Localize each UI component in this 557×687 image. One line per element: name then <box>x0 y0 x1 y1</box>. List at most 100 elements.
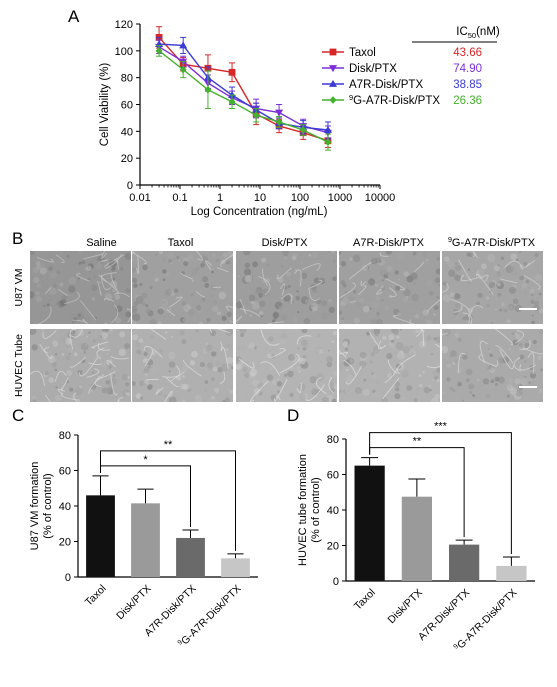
ic50-value-taxol: 43.66 <box>453 47 482 59</box>
panel-b-column-label-saline: Saline <box>86 237 117 249</box>
c-x-tick-label-taxol: Taxol <box>83 583 109 609</box>
data-point-a7r-disk-ptx <box>228 91 237 99</box>
panel-b-column-label-disk-ptx: Disk/PTX <box>262 237 309 249</box>
d-x-tick-label-disk-ptx: Disk/PTX <box>386 587 425 626</box>
c-y-tick-label: 60 <box>59 466 71 478</box>
panel-b-column-label-taxol: Taxol <box>168 237 194 249</box>
panel-b-column-label-a7r-disk-ptx: A7R-Disk/PTX <box>353 237 425 249</box>
panel-letter-b: B <box>12 229 23 248</box>
panel-a-legend: IC50(nM) Taxol 43.66 Disk/PTX 74.90 A7R-Disk/… <box>322 26 500 107</box>
c-y-tick-label: 0 <box>65 572 71 584</box>
scale-bar <box>519 386 537 388</box>
micrograph-huvec-tube-taxol <box>132 329 233 402</box>
panel-b-row-label-huvec-tube: HUVEC Tube <box>13 334 25 397</box>
d-y-tick-label: 20 <box>327 541 339 553</box>
c-bar-9g-a7r-disk-ptx <box>221 558 250 577</box>
legend-label-a7r-disk-ptx: A7R-Disk/PTX <box>349 79 423 91</box>
legend-marker-9g-a7r-disk-ptx <box>329 96 337 104</box>
data-point-9g-a7r-disk-ptx <box>204 85 212 94</box>
a-y-tick-label: 100 <box>115 46 133 58</box>
panel-d-bar-chart: 0 20 40 60 80 HUVEC tube formation(% of contr… <box>297 421 535 651</box>
a-y-tick-label: 60 <box>121 100 133 112</box>
d-x-tick-label-taxol: Taxol <box>352 587 378 613</box>
c-y-tick-label: 40 <box>59 501 71 513</box>
micrograph-huvec-tube-disk-ptx <box>236 329 337 402</box>
a-x-tick-label: 10 <box>254 192 266 204</box>
micrograph-huvec-tube-a7r-disk-ptx <box>339 329 440 402</box>
c-y-axis-label: U87 VM formation(% of control) <box>29 462 54 551</box>
data-point-9g-a7r-disk-ptx <box>299 126 307 134</box>
legend-marker-taxol <box>329 48 337 56</box>
a-y-tick-label: 20 <box>121 153 133 165</box>
micrograph-u87-vm-a7r-disk-ptx <box>339 251 440 324</box>
d-y-tick-label: 60 <box>327 470 339 482</box>
c-significance-label: ** <box>164 439 173 451</box>
legend-label-disk-ptx: Disk/PTX <box>349 63 397 75</box>
legend-marker-a7r-disk-ptx <box>329 79 337 87</box>
a-x-tick-label: 1 <box>217 192 223 204</box>
d-bar-disk-ptx <box>401 496 432 581</box>
panel-b-row-label-u87-vm: U87 VM <box>13 269 25 307</box>
a-y-tick-label: 0 <box>127 180 133 192</box>
c-y-tick-label: 80 <box>59 430 71 442</box>
d-y-tick-label: 40 <box>327 505 339 517</box>
data-point-taxol <box>228 68 236 76</box>
d-bar-a7r-disk-ptx <box>449 544 480 581</box>
data-point-9g-a7r-disk-ptx <box>275 118 283 126</box>
micrograph-huvec-tube-9g-a7r-disk-ptx <box>442 329 543 402</box>
series-line-a7r-disk-ptx <box>159 43 329 131</box>
a-x-tick-label: 100 <box>291 192 309 204</box>
a-x-axis-label: Log Concentration (ng/mL) <box>191 206 328 218</box>
scale-bar <box>519 308 537 310</box>
a-y-tick-label: 40 <box>121 126 133 138</box>
micrograph-huvec-tube-saline <box>30 329 131 402</box>
data-point-9g-a7r-disk-ptx <box>252 111 260 120</box>
micrograph-u87-vm-saline <box>30 251 131 324</box>
panel-a-line-chart: 0 20 40 60 80 100 120 0.01 0.1 1 10 100 1000 10000 Log… <box>99 19 395 218</box>
c-y-tick-label: 20 <box>59 537 71 549</box>
data-point-disk-ptx <box>275 109 284 117</box>
d-significance-bracket <box>369 432 512 555</box>
c-bar-a7r-disk-ptx <box>176 537 205 577</box>
ic50-value-a7r-disk-ptx: 38.85 <box>453 79 482 91</box>
c-significance-label: * <box>143 454 148 466</box>
a-x-tick-label: 1000 <box>328 192 352 204</box>
a-y-tick-label: 120 <box>115 19 133 31</box>
d-significance-label: *** <box>434 421 448 433</box>
a-y-axis-label: Cell Viability (%) <box>99 63 111 147</box>
ic50-value-9g-a7r-disk-ptx: 26.36 <box>453 95 482 107</box>
panel-letter-c: C <box>12 406 24 425</box>
panel-b-column-label-9g-a7r-disk-ptx: 9G-A7R-Disk/PTX <box>448 236 536 249</box>
panel-b-labels: Saline Taxol Disk/PTX A7R-Disk/PTX 9G-A7R-Di… <box>13 236 536 397</box>
data-point-9g-a7r-disk-ptx <box>179 65 187 74</box>
d-significance-label: ** <box>413 436 422 448</box>
panel-letter-d: D <box>287 406 299 425</box>
panel-c-bar-chart: 0 20 40 60 80 U87 VM formation(% of control) T… <box>29 430 258 647</box>
ic50-header: IC50(nM) <box>456 26 500 40</box>
data-point-9g-a7r-disk-ptx <box>155 46 163 55</box>
d-bar-taxol <box>354 465 385 581</box>
c-x-tick-label-disk-ptx: Disk/PTX <box>114 583 153 622</box>
micrograph-u87-vm-9g-a7r-disk-ptx <box>442 251 543 324</box>
series-line-9g-a7r-disk-ptx <box>158 50 329 143</box>
d-y-tick-label: 0 <box>333 576 339 588</box>
ic50-value-disk-ptx: 74.90 <box>453 63 482 75</box>
legend-label-9g-a7r-disk-ptx: 9G-A7R-Disk/PTX <box>349 93 440 107</box>
data-point-9g-a7r-disk-ptx <box>324 138 332 146</box>
legend-label-taxol: Taxol <box>349 47 376 59</box>
data-point-a7r-disk-ptx <box>323 125 332 133</box>
d-y-axis-label: HUVEC tube formation(% of control) <box>297 454 322 566</box>
d-bar-9g-a7r-disk-ptx <box>496 565 527 581</box>
c-bar-disk-ptx <box>131 503 160 577</box>
a-y-tick-label: 80 <box>121 73 133 85</box>
micrograph-u87-vm-disk-ptx <box>236 251 337 324</box>
panel-letter-a: A <box>68 7 80 26</box>
d-y-tick-label: 80 <box>327 434 339 446</box>
legend-marker-disk-ptx <box>329 65 337 73</box>
c-bar-taxol <box>86 495 115 577</box>
micrograph-u87-vm-taxol <box>132 251 233 324</box>
data-point-a7r-disk-ptx <box>179 41 188 49</box>
data-point-9g-a7r-disk-ptx <box>228 97 236 106</box>
c-significance-bracket <box>100 450 236 551</box>
